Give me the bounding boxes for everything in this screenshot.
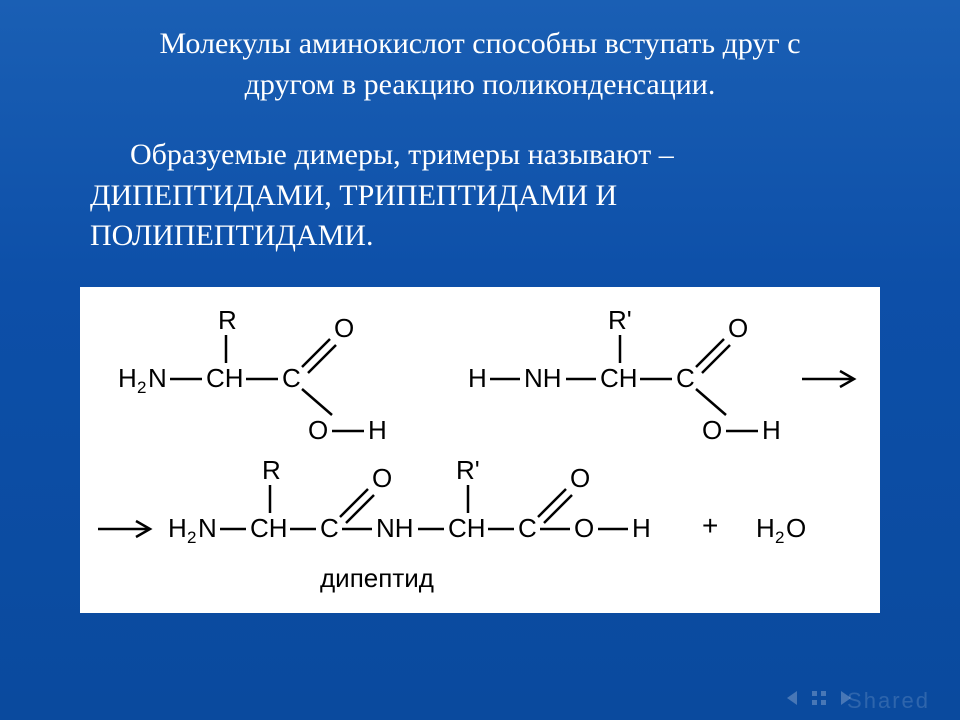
prev-icon[interactable] [783,688,803,708]
atom-n: N [148,363,167,393]
atom-h: H [756,513,775,543]
atom-h: H [632,513,651,543]
bond [346,495,374,523]
atom-sub2: 2 [137,378,146,397]
title-block: Молекулы аминокислот способны вступать д… [70,24,890,105]
atom-nh: NH [376,513,414,543]
bond [538,489,566,517]
arrow-top [802,371,854,387]
bond [696,339,724,367]
product-label: дипептид [320,563,434,593]
atom-h: H [118,363,137,393]
product: H 2 N CH R C O NH CH [168,455,806,593]
reaction-diagram: H 2 N CH R C O [80,287,880,613]
reactant-1: H 2 N CH R C O [118,305,387,445]
plus-sign: + [702,510,718,541]
bond [302,389,332,415]
atom-o: O [570,463,590,493]
atom-sub2: 2 [187,528,196,547]
bond [544,495,572,523]
atom-h: H [468,363,487,393]
title-line-2: другом в реакцию поликонденсации. [245,68,716,101]
atom-r: R' [608,305,632,335]
reactant-2: H NH CH R' C O O H [468,305,781,445]
arrow-bottom [98,521,150,537]
atom-c: C [676,363,695,393]
subtitle-block: Образуемые димеры, тримеры называют – ДИ… [90,135,890,257]
atom-o: O [574,513,594,543]
atom-h: H [168,513,187,543]
bond [302,339,330,367]
bond [702,345,730,373]
reaction-svg: H 2 N CH R C O [80,287,880,613]
atom-ch: CH [448,513,486,543]
subtitle-line-2: ДИПЕПТИДАМИ, ТРИПЕПТИДАМИ И [90,179,617,212]
atom-o: O [702,415,722,445]
atom-c: C [518,513,537,543]
atom-ch: CH [600,363,638,393]
nav-icons [783,688,855,708]
atom-r: R' [456,455,480,485]
atom-o: O [334,313,354,343]
bond [340,489,368,517]
bond [308,345,336,373]
title-line-1: Молекулы аминокислот способны вступать д… [159,27,800,60]
atom-h: H [762,415,781,445]
atom-c: C [320,513,339,543]
atom-o: O [786,513,806,543]
atom-sub2: 2 [775,528,784,547]
atom-ch: CH [206,363,244,393]
atom-r: R [218,305,237,335]
bond [696,389,726,415]
atom-nh: NH [524,363,562,393]
slide: Молекулы аминокислот способны вступать д… [0,0,960,720]
atom-c: C [282,363,301,393]
atom-n: N [198,513,217,543]
subtitle-line-3: ПОЛИПЕПТИДАМИ. [90,219,373,252]
atom-ch: CH [250,513,288,543]
atom-o: O [372,463,392,493]
atom-o: O [308,415,328,445]
subtitle-line-1: Образуемые димеры, тримеры называют – [90,135,890,176]
atom-o: O [728,313,748,343]
watermark: Shared [847,688,930,714]
grid-icon[interactable] [809,688,829,708]
atom-h: H [368,415,387,445]
atom-r: R [262,455,281,485]
